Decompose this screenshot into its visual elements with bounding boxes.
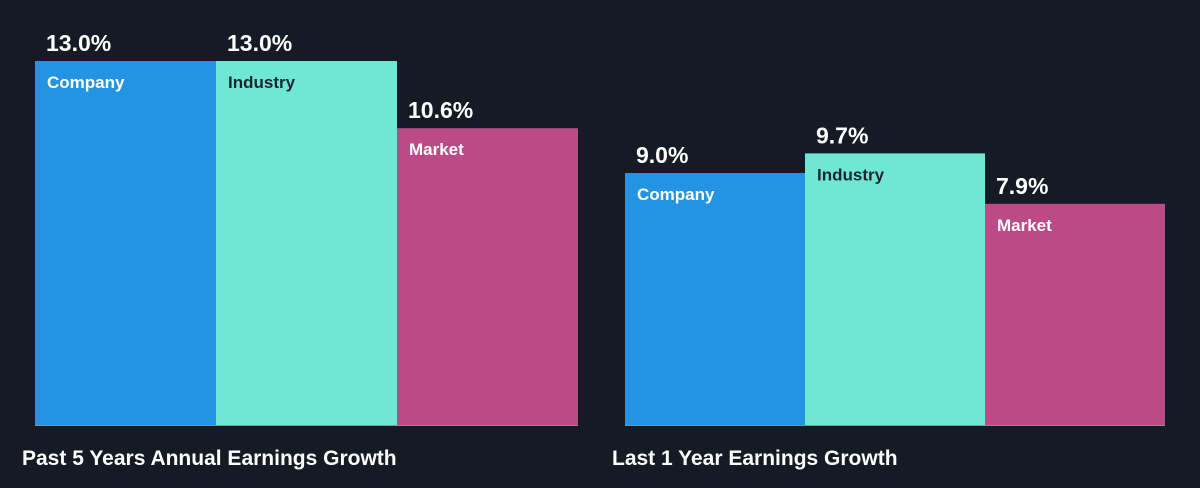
bar-company-past-5-years [35, 61, 216, 425]
value-label-industry-past-5-years: 13.0% [227, 30, 292, 56]
category-label-industry-past-5-years: Industry [228, 73, 296, 92]
chart-title-past-5-years: Past 5 Years Annual Earnings Growth [22, 447, 397, 470]
category-label-company-past-5-years: Company [47, 73, 125, 92]
chart-title-last-1-year: Last 1 Year Earnings Growth [612, 447, 898, 470]
bar-industry-last-1-year [805, 153, 985, 425]
value-label-market-past-5-years: 10.6% [408, 97, 473, 123]
last-1-year-chart: Last 1 Year Earnings Growth 9.0% Company 9… [612, 122, 1165, 470]
bar-company-last-1-year [625, 173, 805, 425]
category-label-company-last-1-year: Company [637, 185, 715, 204]
category-label-market-last-1-year: Market [997, 216, 1052, 235]
bar-market-past-5-years [397, 128, 578, 425]
bar-industry-past-5-years [216, 61, 397, 425]
value-label-company-last-1-year: 9.0% [636, 142, 688, 168]
category-label-industry-last-1-year: Industry [817, 165, 885, 184]
bar-market-last-1-year [985, 203, 1165, 425]
past-5-years-chart: Past 5 Years Annual Earnings Growth 13.0… [22, 30, 578, 470]
value-label-company-past-5-years: 13.0% [46, 30, 111, 56]
category-label-market-past-5-years: Market [409, 140, 464, 159]
value-label-market-last-1-year: 7.9% [996, 173, 1048, 199]
value-label-industry-last-1-year: 9.7% [816, 122, 868, 148]
